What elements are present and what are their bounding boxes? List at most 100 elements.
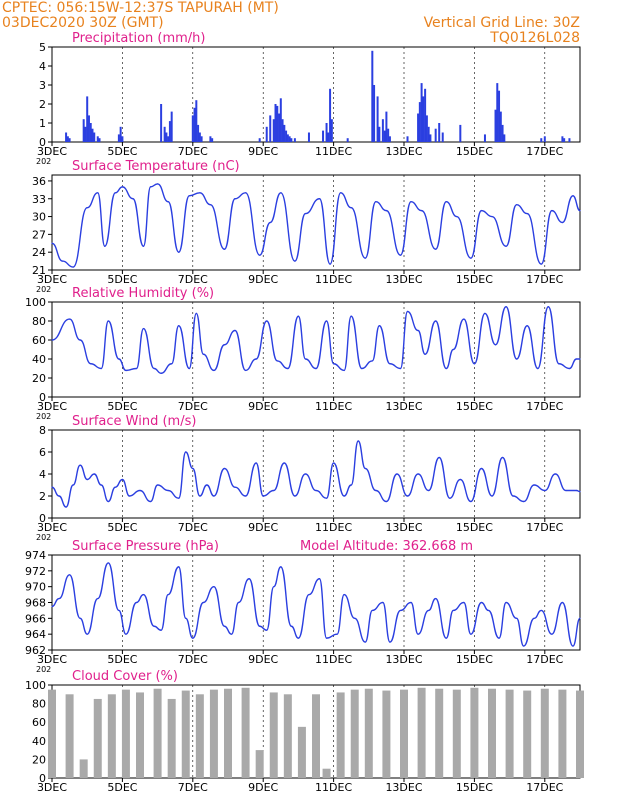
data-point	[86, 207, 88, 209]
cloud-bar	[435, 688, 444, 778]
x-tick-label: 13DEC	[385, 145, 422, 158]
cloud-bar	[224, 688, 232, 778]
y-tick-label: 20	[32, 372, 46, 385]
precip-bar	[387, 128, 390, 142]
data-point	[157, 484, 159, 486]
cloud-bar	[283, 694, 292, 778]
data-point	[572, 645, 574, 647]
cloud-bar	[136, 692, 144, 778]
y-tick-label: 974	[25, 549, 46, 562]
precip-bar	[89, 123, 92, 142]
data-point	[516, 617, 518, 619]
data-point	[153, 625, 155, 627]
data-point	[445, 367, 447, 370]
precip-bar	[434, 128, 437, 142]
data-point	[178, 566, 180, 568]
x-tick-label: 13DEC	[385, 273, 422, 286]
data-point	[396, 473, 398, 475]
cloud-bar	[209, 689, 218, 778]
cloud-bar	[382, 690, 391, 778]
data-point	[202, 353, 204, 355]
data-point	[245, 495, 247, 497]
cloud-bar	[523, 690, 532, 778]
data-point	[234, 486, 236, 488]
data-point	[537, 367, 539, 370]
data-point	[61, 260, 64, 262]
cloud-bar	[558, 689, 567, 778]
y-tick-label: 0	[39, 512, 46, 525]
y-tick-label: 972	[25, 565, 46, 578]
precip-bar	[281, 119, 284, 142]
precip-bar	[285, 130, 288, 142]
data-point	[245, 192, 247, 194]
precip-bar	[568, 138, 571, 142]
precip-bar	[438, 123, 441, 142]
data-point	[297, 637, 299, 639]
data-point	[65, 506, 67, 508]
x-tick-label: 9DEC	[248, 781, 278, 794]
precip-bar	[165, 132, 168, 142]
cloud-bar	[400, 689, 408, 778]
data-point	[58, 597, 60, 600]
x-tick-label: 11DEC	[315, 145, 352, 158]
panel-frame	[51, 174, 581, 271]
precip-bar	[322, 130, 325, 142]
data-point	[188, 195, 190, 197]
precip-bar	[290, 138, 293, 142]
cloud-bar	[255, 750, 264, 778]
series-line	[51, 440, 581, 508]
panel-title: Surface Pressure (hPa)	[72, 539, 219, 554]
series-line	[51, 306, 580, 374]
x-tick-label: 7DEC	[178, 521, 208, 534]
precip-bar	[87, 115, 90, 142]
data-point	[325, 497, 328, 499]
precip-bar	[406, 136, 409, 142]
precip-bar	[561, 136, 564, 142]
precip-bar	[288, 136, 291, 142]
data-point	[350, 484, 352, 486]
precip-bar	[279, 98, 282, 142]
data-point	[340, 192, 342, 194]
data-point	[526, 212, 528, 215]
data-point	[470, 257, 472, 259]
data-point	[487, 609, 490, 612]
data-point	[435, 597, 437, 600]
y-tick-label: 1	[39, 117, 46, 130]
data-point	[121, 186, 123, 188]
data-point	[526, 325, 528, 327]
x-tick-label: 7DEC	[178, 273, 208, 286]
model-code: TQ0126L028	[490, 30, 580, 46]
data-point	[213, 495, 215, 497]
cloud-bar	[121, 689, 130, 778]
data-point	[185, 617, 187, 619]
data-point	[371, 609, 373, 612]
precip-bar	[163, 126, 166, 142]
data-point	[114, 486, 116, 488]
data-point	[540, 609, 542, 612]
precip-bar	[325, 123, 328, 142]
cloud-bar	[79, 759, 88, 778]
data-point	[445, 201, 447, 203]
data-point	[125, 633, 127, 635]
data-point	[551, 210, 553, 212]
precip-bar	[441, 132, 444, 142]
precip-bar	[96, 136, 99, 142]
precip-bar	[283, 124, 286, 142]
data-point	[333, 363, 335, 365]
data-point	[565, 489, 567, 492]
cloud-bar	[470, 687, 479, 778]
y-tick-label: 8	[39, 424, 46, 437]
data-point	[325, 320, 328, 322]
data-point	[523, 500, 525, 503]
precip-bar	[98, 138, 101, 142]
data-point	[185, 451, 187, 453]
data-point	[79, 464, 81, 466]
data-point	[463, 318, 465, 320]
precip-bar	[385, 111, 388, 142]
cloud-bar	[93, 698, 102, 778]
precip-bar	[563, 138, 566, 142]
y-tick-label: 3	[39, 79, 46, 92]
data-point	[79, 617, 81, 619]
x-tick-label: 5DEC	[107, 653, 137, 666]
x-tick-label: 5DEC	[107, 400, 137, 413]
